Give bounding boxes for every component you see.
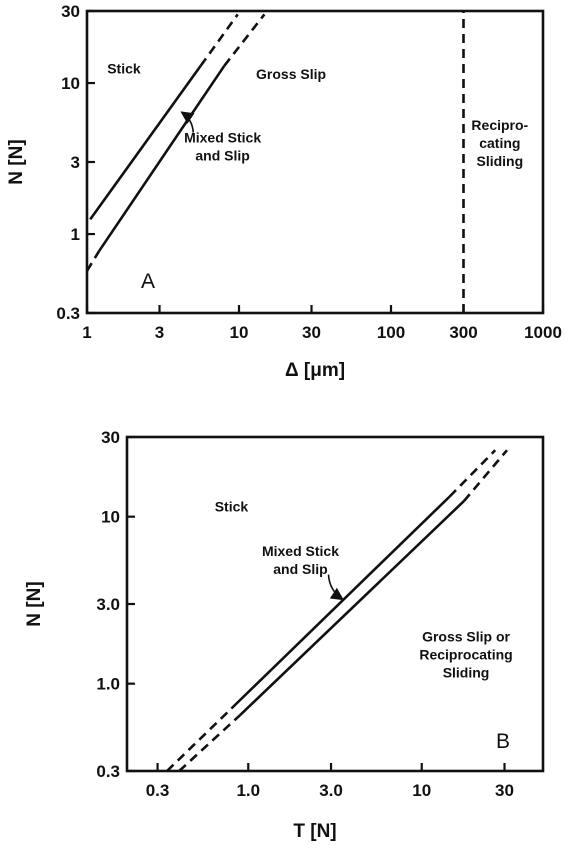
- panel-a-solid-boundary-line: [97, 65, 226, 252]
- panel-b-dashed-boundary-line: [178, 713, 242, 772]
- panel-b-region-label: Mixed Stick: [262, 543, 339, 559]
- panel-a-x-tick-label: 1000: [524, 323, 562, 342]
- panel-a-x-tick-label: 10: [230, 323, 249, 342]
- panel-b-solid-boundary-line: [239, 500, 465, 716]
- panel-b-region-label: Gross Slip or: [422, 628, 510, 644]
- panel-a-y-tick-label: 30: [61, 2, 80, 21]
- panel-b-y-tick-label: 3.0: [96, 595, 120, 614]
- panel-a-x-tick-label: 100: [377, 323, 405, 342]
- panel-b-x-tick-label: 0.3: [146, 781, 170, 800]
- panel-a-y-tick-label: 10: [61, 74, 80, 93]
- panel-a-region-label: Gross Slip: [256, 66, 326, 82]
- panel-a-region-label: Sliding: [476, 153, 523, 169]
- panel-b-y-axis-label: N [N]: [24, 581, 45, 626]
- panel-a-region-label: Recipro-: [471, 117, 528, 133]
- panel-a-x-tick-label: 1: [82, 323, 91, 342]
- panel-b-marks: 0.3 1.0 3.0 10 30 0.3 1.0 3.0 10 30 Stick Mixed Sti…: [96, 428, 514, 800]
- panel-b-region-label: Sliding: [443, 664, 490, 680]
- panel-a-x-tick-label: 3: [155, 323, 164, 342]
- panel-a-region-label: Stick: [107, 60, 141, 76]
- panel-b-y-tick-label: 30: [101, 428, 120, 447]
- panel-b-dashed-boundary-line: [166, 707, 233, 772]
- panel-a-x-tick-label: 30: [302, 323, 321, 342]
- panel-b-solid-boundary-line: [230, 495, 451, 710]
- panel-a-dashed-boundary-line: [223, 13, 266, 67]
- panel-b-annotation-arrow: [327, 574, 344, 601]
- panel-a-y-tick-label: 3: [71, 153, 80, 172]
- panel-b-letter: B: [496, 730, 510, 753]
- panel-a-region-label: Mixed Stick: [184, 129, 261, 145]
- panel-a-solid-boundary-line: [89, 65, 202, 221]
- panel-b-dashed-boundary-line: [462, 449, 508, 502]
- panel-a-dashed-boundary-line: [85, 250, 101, 272]
- panel-b-dashed-boundary-line: [448, 449, 497, 498]
- panel-b-chart: 0.3 1.0 3.0 10 30 0.3 1.0 3.0 10 30 Stick Mixed Sti…: [24, 428, 545, 842]
- panel-a-y-axis-label: N [N]: [6, 139, 27, 184]
- panel-b-y-tick-label: 1.0: [96, 675, 120, 694]
- panel-b-x-tick-label: 10: [412, 781, 431, 800]
- panel-a-letter: A: [141, 270, 155, 293]
- panel-b-x-axis-label: T [N]: [293, 821, 336, 842]
- panel-a-region-label: and Slip: [195, 147, 249, 163]
- panel-a-region-label: cating: [479, 135, 520, 151]
- panel-a-plot-frame: [85, 9, 545, 315]
- panel-b-plot-frame: [125, 435, 545, 773]
- panel-a-annotation-arrow: [180, 111, 195, 133]
- panel-a-x-axis-label: Δ [μm]: [285, 360, 345, 381]
- panel-b-region-label: and Slip: [273, 561, 327, 577]
- panel-b-x-tick-label: 30: [495, 781, 514, 800]
- panel-b-x-tick-label: 1.0: [236, 781, 260, 800]
- panel-b-y-tick-label: 10: [101, 508, 120, 527]
- panel-b-x-tick-label: 3.0: [319, 781, 343, 800]
- panel-a-dashed-boundary-line: [199, 13, 239, 67]
- panel-a-y-tick-label: 1: [71, 225, 80, 244]
- panel-b-region-label: Reciprocating: [419, 646, 512, 662]
- panel-a-y-tick-label: 0.3: [56, 304, 80, 323]
- panel-a-x-tick-label: 300: [449, 323, 477, 342]
- panel-b-y-tick-label: 0.3: [96, 762, 120, 781]
- panel-b-region-label: Stick: [215, 499, 249, 515]
